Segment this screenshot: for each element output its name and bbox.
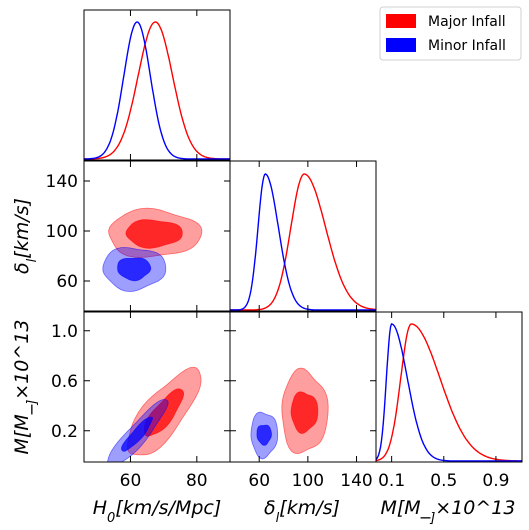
marginal-delta-minor-infall	[230, 173, 376, 311]
marginal-H0-major-infall	[84, 21, 230, 160]
panel-frame-2-2	[375, 311, 523, 463]
marginal-H0-minor-infall	[83, 21, 230, 160]
x-label-delta-text: δl[km/s]	[264, 497, 340, 526]
x-H0-2-0-tick-label: 60	[120, 471, 142, 491]
legend: Major Infall Minor Infall	[379, 6, 522, 61]
x-M-2-tick-label: 0.9	[482, 471, 509, 491]
x-delta-2-1-tick-label: 100	[292, 471, 324, 491]
x-label-mass-text: M[M_]×10^13	[381, 497, 516, 526]
contour-inner-H0_M-minor-infall	[120, 416, 153, 452]
contour-fills	[102, 207, 329, 462]
x-M-0-tick-label: 0.1	[378, 471, 405, 491]
marginal-curves	[83, 21, 522, 462]
tick-marks	[84, 10, 497, 462]
y-label-mass-text: M[M_]×10^13	[11, 320, 40, 455]
y-M-2-0-2-tick-label: 1.0	[51, 322, 78, 342]
y-axis-label-delta: δl[km/s]	[11, 198, 40, 274]
y-M-2-0-1-tick-label: 0.6	[51, 372, 78, 392]
x-delta-2-2-tick-label: 140	[340, 471, 372, 491]
legend-label-minor: Minor Infall	[428, 38, 506, 54]
y-label-delta-text: δl[km/s]	[11, 198, 40, 274]
contour-panel-H0_M	[107, 366, 202, 462]
x-delta-2-0-tick-label: 60	[248, 471, 270, 491]
x-axis-label-mass: M[M_]×10^13	[381, 497, 516, 526]
x-H0-2-1-tick-label: 80	[186, 471, 208, 491]
y-delta-1-0-2-tick-label: 140	[46, 172, 78, 192]
marginal-delta-major-infall	[230, 173, 377, 311]
x-M-1-tick-label: 0.5	[430, 471, 457, 491]
contour-panel-delta_M	[250, 367, 329, 460]
y-delta-1-0-1-tick-label: 100	[46, 222, 78, 242]
legend-swatch-major	[386, 14, 416, 28]
panel-frames	[83, 9, 523, 463]
legend-swatch-minor	[386, 38, 416, 52]
panel-frame-0-0	[83, 9, 231, 161]
y-delta-1-0-0-tick-label: 60	[56, 272, 78, 292]
panel-frame-1-1	[229, 160, 377, 312]
y-axis-label-mass: M[M_]×10^13	[11, 320, 40, 455]
x-axis-label-delta: δl[km/s]	[264, 497, 340, 526]
marginal-M-major-infall	[375, 323, 522, 462]
x-label-h0-text: H0[km/s/Mpc]	[93, 497, 222, 526]
contour-inner-delta_M-major-infall	[290, 391, 319, 434]
contour-panel-H0_delta	[102, 207, 203, 292]
marginal-M-minor-infall	[375, 323, 522, 462]
tick-labels: 60 80 60 100 140 0.1 0.5 0.9 60 100 140 0.2 0.6 1.0	[46, 172, 510, 491]
x-axis-label-h0: H0[km/s/Mpc]	[93, 497, 222, 526]
y-M-2-0-0-tick-label: 0.2	[51, 422, 78, 442]
contour-inner-H0_delta-major-infall	[125, 219, 183, 249]
legend-label-major: Major Infall	[428, 14, 506, 30]
contour-inner-delta_M-minor-infall	[256, 424, 272, 446]
contour-inner-H0_delta-minor-infall	[117, 257, 152, 282]
